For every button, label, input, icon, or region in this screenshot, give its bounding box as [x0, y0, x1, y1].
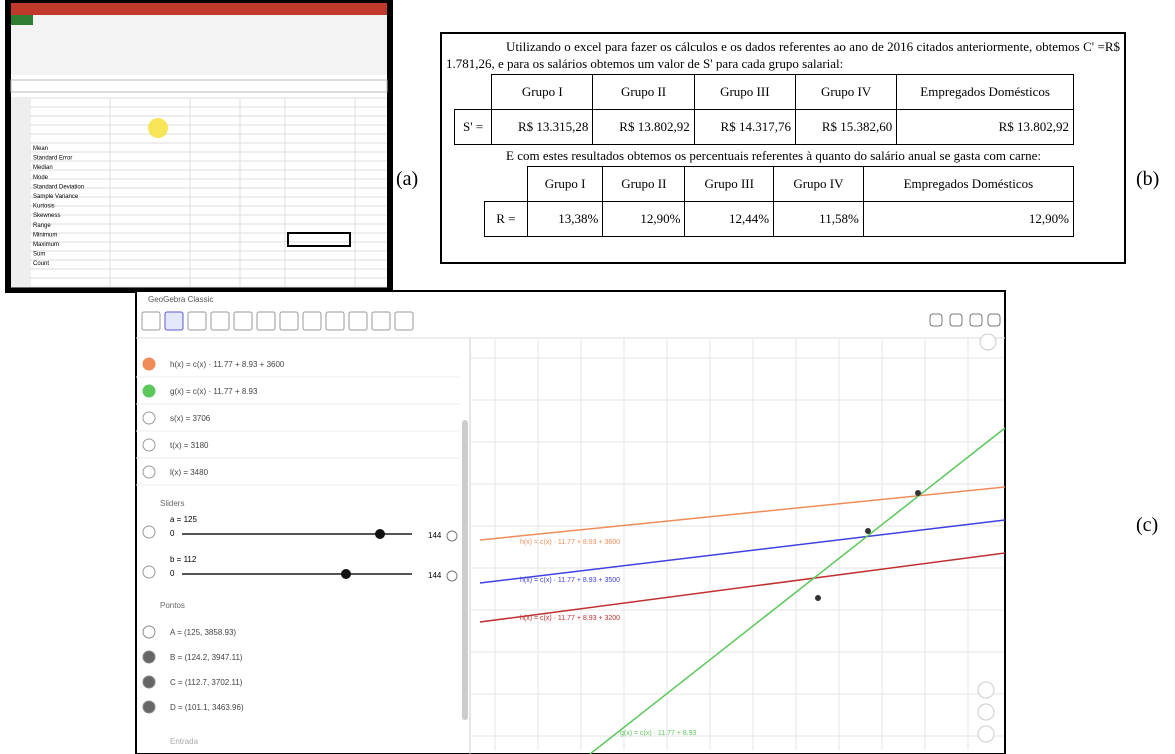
- page: (a) (b) (c) Utilizando o excel para faze…: [0, 0, 1175, 754]
- play-button[interactable]: [447, 531, 457, 541]
- slider-max: 144: [428, 571, 442, 580]
- slider-min: 0: [170, 569, 175, 578]
- stat-label: Mean: [33, 146, 48, 152]
- function-label: g(x) = c(x) · 11.77 + 8.93: [620, 730, 697, 737]
- slider-label: b = 112: [170, 555, 197, 564]
- stat-label: Mode: [33, 175, 49, 181]
- ribbon: [11, 15, 387, 75]
- row-header: [11, 98, 30, 287]
- stat-label: Sum: [33, 252, 45, 258]
- point-entry: A = (125, 3858.93): [170, 628, 236, 637]
- algebra-entry: g(x) = c(x) · 11.77 + 8.93: [170, 387, 258, 396]
- visibility-toggle[interactable]: [143, 358, 155, 370]
- function-label: h(x) = c(x) · 11.77 + 8.93 + 3200: [520, 615, 620, 622]
- stat-label: Standard Error: [33, 156, 72, 162]
- slider-min: 0: [170, 529, 175, 538]
- visibility-toggle[interactable]: [143, 385, 155, 397]
- intersection-point: [915, 490, 921, 496]
- cursor-highlight: [148, 118, 168, 138]
- stat-label: Kurtosis: [33, 204, 55, 210]
- point-entry: C = (112.7, 3702.11): [170, 678, 243, 687]
- slider-knob[interactable]: [341, 569, 351, 579]
- point-entry: B = (124.2, 3947.11): [170, 653, 243, 662]
- visibility-toggle[interactable]: [143, 676, 155, 688]
- slider-max: 144: [428, 531, 442, 540]
- algebra-entry: l(x) = 3480: [170, 468, 209, 477]
- stat-label: Standard Deviation: [33, 184, 84, 190]
- input-bar[interactable]: Entrada: [170, 737, 199, 746]
- point-entry: D = (101.1, 3463.96): [170, 703, 244, 712]
- window-title: GeoGebra Classic: [148, 295, 213, 304]
- section-title: Pontos: [160, 601, 185, 610]
- visibility-toggle[interactable]: [143, 701, 155, 713]
- visibility-toggle[interactable]: [143, 526, 155, 538]
- visibility-toggle[interactable]: [143, 651, 155, 663]
- visibility-toggle[interactable]: [143, 466, 155, 478]
- stat-label: Range: [33, 223, 51, 229]
- view-button[interactable]: [978, 682, 994, 698]
- tool-button[interactable]: [165, 312, 183, 330]
- scrollbar: [462, 420, 468, 720]
- stat-label: Minimum: [33, 232, 57, 238]
- algebra-entry: t(x) = 3180: [170, 441, 209, 450]
- title-bar: [11, 3, 387, 15]
- intersection-point: [865, 528, 871, 534]
- section-title: Sliders: [160, 499, 184, 508]
- figures: Mean Standard Error Median Mode Standard Dev…: [0, 0, 1175, 754]
- function-label: h(x) = c(x) · 11.77 + 8.93 + 3600: [520, 539, 620, 546]
- visibility-toggle[interactable]: [143, 412, 155, 424]
- algebra-entry: h(x) = c(x) · 11.77 + 8.93 + 3600: [170, 360, 285, 369]
- slider-label: a = 125: [170, 515, 197, 524]
- slider-knob[interactable]: [375, 529, 385, 539]
- formula-bar: [11, 80, 387, 92]
- stat-label: Count: [33, 261, 49, 267]
- visibility-toggle[interactable]: [143, 439, 155, 451]
- stat-label: Maximum: [33, 242, 59, 248]
- stat-label: Median: [33, 165, 53, 171]
- stat-label: Sample Variance: [33, 194, 79, 200]
- function-label: h(x) = c(x) · 11.77 + 8.93 + 3500: [520, 577, 620, 584]
- file-tab: [11, 15, 33, 25]
- visibility-toggle[interactable]: [143, 626, 155, 638]
- view-button[interactable]: [980, 334, 996, 350]
- visibility-toggle[interactable]: [143, 566, 155, 578]
- stat-label: Skewness: [33, 213, 60, 219]
- algebra-entry: s(x) = 3706: [170, 414, 211, 423]
- intersection-point: [815, 595, 821, 601]
- view-button[interactable]: [978, 704, 994, 720]
- play-button[interactable]: [447, 571, 457, 581]
- view-button[interactable]: [978, 726, 994, 742]
